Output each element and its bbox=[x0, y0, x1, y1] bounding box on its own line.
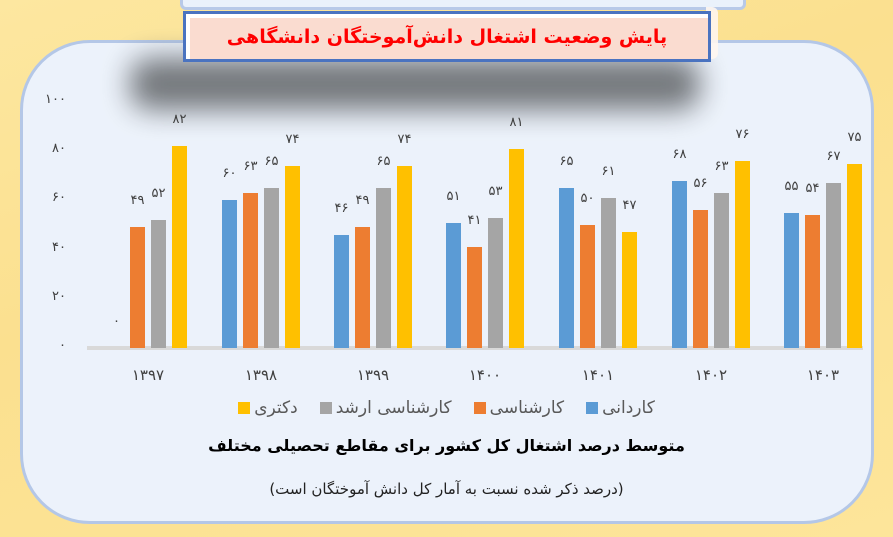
bar bbox=[847, 163, 862, 348]
x-tick-label: ۱۳۹۸ bbox=[244, 366, 278, 384]
bar-value-label: ۶۱ bbox=[601, 163, 616, 179]
bar bbox=[509, 148, 524, 348]
bar bbox=[355, 227, 370, 348]
x-tick-label: ۱۴۰۱ bbox=[581, 366, 615, 384]
legend-item: دکتری bbox=[238, 398, 298, 418]
bar-value-label: ۶۸ bbox=[672, 146, 687, 162]
bar bbox=[784, 212, 799, 348]
bar-value-label: ۴۷ bbox=[622, 198, 637, 214]
bar-value-label: ۴۶ bbox=[334, 200, 349, 216]
x-tick-label: ۱۳۹۹ bbox=[356, 366, 390, 384]
bar bbox=[488, 217, 503, 348]
bar bbox=[264, 188, 279, 348]
bar-value-label: ۵۲ bbox=[151, 186, 166, 202]
bar bbox=[172, 146, 187, 348]
bar-value-label: ۶۵ bbox=[376, 154, 391, 170]
y-tick-label: ۴۰ bbox=[52, 239, 66, 255]
y-tick-label: ۸۰ bbox=[52, 141, 66, 157]
x-tick-label: ۱۴۰۳ bbox=[806, 366, 840, 384]
bar-value-label: ۵۴ bbox=[805, 181, 820, 197]
bar bbox=[285, 165, 300, 348]
bar-value-label: ۸۱ bbox=[509, 114, 524, 130]
legend-swatch-icon bbox=[473, 402, 486, 414]
legend-label: کاردانی bbox=[602, 398, 655, 418]
bar-value-label: ۰ bbox=[113, 314, 120, 329]
x-axis-line bbox=[87, 346, 863, 350]
legend-label: کارشناسی bbox=[489, 398, 565, 418]
bar-value-label: ۵۳ bbox=[488, 183, 503, 199]
bar bbox=[672, 180, 687, 348]
bar-value-label: ۵۱ bbox=[446, 188, 461, 204]
bar bbox=[397, 165, 412, 348]
bar bbox=[622, 232, 637, 348]
bar bbox=[580, 225, 595, 348]
x-tick-label: ۱۴۰۲ bbox=[694, 366, 728, 384]
legend-swatch-icon bbox=[238, 402, 251, 414]
bar bbox=[693, 210, 708, 348]
bar-value-label: ۵۶ bbox=[693, 176, 708, 192]
title-shadow bbox=[130, 58, 700, 110]
chart-caption: متوسط درصد اشتغال کل کشور برای مقاطع تحص… bbox=[208, 436, 685, 455]
bar bbox=[735, 161, 750, 348]
bar bbox=[559, 188, 574, 348]
bar-value-label: ۷۵ bbox=[847, 129, 862, 145]
legend-swatch-icon bbox=[319, 402, 332, 414]
title-banner: پایش وضعیت اشتغال دانش‌آموختگان دانشگاهی bbox=[183, 11, 711, 62]
bar-value-label: ۷۶ bbox=[735, 127, 750, 143]
x-tick-label: ۱۳۹۷ bbox=[131, 366, 165, 384]
bar-value-label: ۶۵ bbox=[264, 154, 279, 170]
bar-value-label: ۸۲ bbox=[172, 112, 187, 128]
bar-value-label: ۷۴ bbox=[285, 131, 300, 147]
bar-value-label: ۵۰ bbox=[580, 191, 595, 206]
chart-title: پایش وضعیت اشتغال دانش‌آموختگان دانشگاهی bbox=[226, 25, 668, 48]
bar-value-label: ۴۹ bbox=[355, 193, 370, 209]
bar-value-label: ۷۴ bbox=[397, 131, 412, 147]
legend-label: کارشناسی ارشد bbox=[335, 398, 452, 418]
y-tick-label: ۶۰ bbox=[52, 190, 66, 206]
bar-value-label: ۶۳ bbox=[243, 159, 258, 175]
legend: کاردانی کارشناسی کارشناسی ارشد دکتری bbox=[0, 398, 893, 418]
legend-item: کاردانی bbox=[586, 398, 655, 418]
bar-value-label: ۶۷ bbox=[826, 149, 841, 165]
bar-value-label: ۵۵ bbox=[784, 178, 799, 194]
bar bbox=[334, 234, 349, 348]
bar bbox=[805, 215, 820, 348]
legend-swatch-icon bbox=[586, 402, 599, 414]
y-tick-label: ۱۰۰ bbox=[45, 92, 66, 107]
bar bbox=[601, 197, 616, 348]
bar bbox=[826, 183, 841, 348]
bar-value-label: ۶۳ bbox=[714, 159, 729, 175]
x-tick-label: ۱۴۰۰ bbox=[468, 366, 502, 384]
bar-value-label: ۴۱ bbox=[467, 213, 482, 229]
bar-value-label: ۶۵ bbox=[559, 154, 574, 170]
legend-item: کارشناسی ارشد bbox=[319, 398, 452, 418]
top-frame-strip bbox=[180, 0, 746, 10]
bar-value-label: ۴۹ bbox=[130, 193, 145, 209]
chart-note: (درصد ذکر شده نسبت به آمار کل دانش آموخت… bbox=[269, 480, 624, 498]
bar bbox=[151, 220, 166, 348]
bar bbox=[376, 188, 391, 348]
y-tick-label: ۰ bbox=[59, 338, 66, 353]
legend-item: کارشناسی bbox=[473, 398, 565, 418]
bar-value-label: ۶۰ bbox=[222, 166, 237, 182]
bar bbox=[467, 247, 482, 348]
bar bbox=[222, 200, 237, 348]
bar bbox=[243, 193, 258, 348]
legend-label: دکتری bbox=[254, 398, 298, 418]
bar bbox=[446, 222, 461, 348]
bar bbox=[714, 193, 729, 348]
y-tick-label: ۲۰ bbox=[52, 288, 66, 304]
bar bbox=[130, 227, 145, 348]
